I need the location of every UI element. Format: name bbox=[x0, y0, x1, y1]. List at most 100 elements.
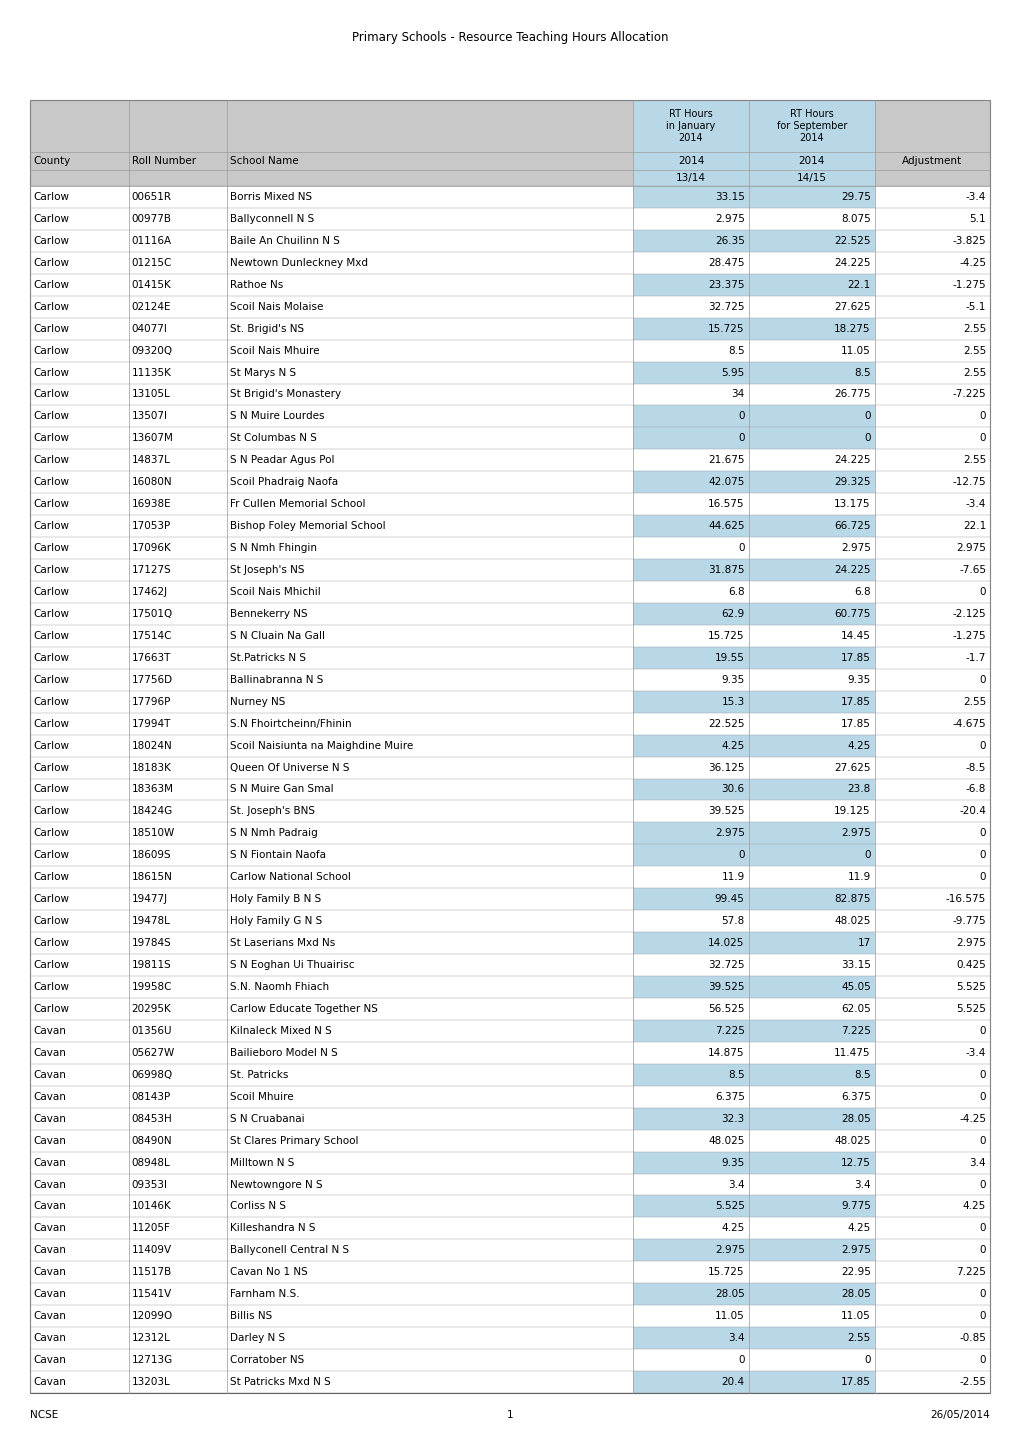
Text: 04077I: 04077I bbox=[131, 323, 167, 333]
Text: Carlow: Carlow bbox=[33, 368, 69, 378]
Text: 19478L: 19478L bbox=[131, 916, 170, 926]
Bar bbox=[633, 646, 748, 668]
Bar bbox=[748, 1240, 874, 1261]
Bar bbox=[30, 1173, 989, 1195]
Text: -1.275: -1.275 bbox=[952, 631, 985, 641]
Text: 8.5: 8.5 bbox=[853, 1069, 870, 1079]
Text: Adjustment: Adjustment bbox=[902, 156, 962, 166]
Text: 20.4: 20.4 bbox=[720, 1377, 744, 1387]
Text: 17514C: 17514C bbox=[131, 631, 172, 641]
Text: 14/15: 14/15 bbox=[796, 173, 826, 183]
Bar bbox=[30, 1283, 989, 1306]
Text: Carlow: Carlow bbox=[33, 345, 69, 355]
Text: 2.975: 2.975 bbox=[840, 1245, 870, 1255]
Text: 18510W: 18510W bbox=[131, 828, 175, 838]
Bar bbox=[633, 1283, 748, 1306]
Bar bbox=[30, 646, 989, 668]
Text: Cavan: Cavan bbox=[33, 1048, 66, 1058]
Bar bbox=[748, 1195, 874, 1218]
Text: 01116A: 01116A bbox=[131, 235, 171, 245]
Text: 32.3: 32.3 bbox=[720, 1114, 744, 1124]
Text: 0: 0 bbox=[863, 433, 870, 443]
Text: 62.9: 62.9 bbox=[720, 609, 744, 619]
Text: 15.3: 15.3 bbox=[720, 697, 744, 707]
Text: 0: 0 bbox=[738, 1355, 744, 1365]
Text: 06998Q: 06998Q bbox=[131, 1069, 173, 1079]
Text: S N Fiontain Naofa: S N Fiontain Naofa bbox=[230, 850, 326, 860]
Text: -12.75: -12.75 bbox=[952, 478, 985, 488]
Bar bbox=[748, 889, 874, 911]
Bar bbox=[30, 317, 989, 339]
Text: Ballinabranna N S: Ballinabranna N S bbox=[230, 675, 324, 685]
Bar bbox=[633, 1063, 748, 1085]
Text: Carlow: Carlow bbox=[33, 807, 69, 817]
Text: 17053P: 17053P bbox=[131, 521, 171, 531]
Bar bbox=[30, 1063, 989, 1085]
Text: 22.525: 22.525 bbox=[707, 719, 744, 729]
Bar bbox=[748, 152, 874, 170]
Text: 0: 0 bbox=[978, 828, 985, 838]
Text: St Patricks Mxd N S: St Patricks Mxd N S bbox=[230, 1377, 331, 1387]
Text: S.N. Naomh Fhiach: S.N. Naomh Fhiach bbox=[230, 983, 329, 991]
Text: 6.375: 6.375 bbox=[840, 1092, 870, 1102]
Text: Scoil Nais Molaise: Scoil Nais Molaise bbox=[230, 302, 324, 312]
Text: Rathoe Ns: Rathoe Ns bbox=[230, 280, 283, 290]
Bar bbox=[30, 866, 989, 889]
Text: 48.025: 48.025 bbox=[834, 1136, 870, 1146]
Text: 0: 0 bbox=[738, 433, 744, 443]
Text: St. Joseph's BNS: St. Joseph's BNS bbox=[230, 807, 315, 817]
Bar bbox=[748, 274, 874, 296]
Text: 18024N: 18024N bbox=[131, 740, 172, 750]
Bar bbox=[633, 1152, 748, 1173]
Text: 0: 0 bbox=[978, 1245, 985, 1255]
Bar bbox=[30, 1240, 989, 1261]
Text: 16.575: 16.575 bbox=[707, 499, 744, 509]
Text: Cavan: Cavan bbox=[33, 1179, 66, 1189]
Text: 00977B: 00977B bbox=[131, 214, 171, 224]
Text: 08948L: 08948L bbox=[131, 1157, 170, 1167]
Bar bbox=[748, 1020, 874, 1042]
Text: 18609S: 18609S bbox=[131, 850, 171, 860]
Text: 5.525: 5.525 bbox=[955, 1004, 985, 1014]
Text: 17796P: 17796P bbox=[131, 697, 171, 707]
Text: Cavan No 1 NS: Cavan No 1 NS bbox=[230, 1267, 308, 1277]
Text: 8.5: 8.5 bbox=[728, 1069, 744, 1079]
Text: Carlow: Carlow bbox=[33, 938, 69, 948]
Text: 13607M: 13607M bbox=[131, 433, 173, 443]
Text: 22.1: 22.1 bbox=[962, 521, 985, 531]
Bar bbox=[633, 274, 748, 296]
Text: -5.1: -5.1 bbox=[965, 302, 985, 312]
Text: 4.25: 4.25 bbox=[720, 740, 744, 750]
Text: Scoil Naisiunta na Maighdine Muire: Scoil Naisiunta na Maighdine Muire bbox=[230, 740, 414, 750]
Text: 28.475: 28.475 bbox=[707, 258, 744, 268]
Bar bbox=[748, 405, 874, 427]
Text: 19.55: 19.55 bbox=[714, 652, 744, 662]
Bar bbox=[633, 170, 748, 186]
Text: 17.85: 17.85 bbox=[840, 697, 870, 707]
Text: Carlow: Carlow bbox=[33, 675, 69, 685]
Text: S N Nmh Padraig: S N Nmh Padraig bbox=[230, 828, 318, 838]
Bar bbox=[30, 1218, 989, 1240]
Text: 0: 0 bbox=[738, 411, 744, 421]
Bar bbox=[633, 823, 748, 844]
Text: Carlow: Carlow bbox=[33, 258, 69, 268]
Text: Cavan: Cavan bbox=[33, 1224, 66, 1234]
Text: Billis NS: Billis NS bbox=[230, 1312, 272, 1322]
Text: S N Nmh Fhingin: S N Nmh Fhingin bbox=[230, 543, 317, 553]
Text: 26.775: 26.775 bbox=[834, 390, 870, 400]
Text: Bishop Foley Memorial School: Bishop Foley Memorial School bbox=[230, 521, 386, 531]
Bar bbox=[633, 734, 748, 756]
Text: Carlow: Carlow bbox=[33, 740, 69, 750]
Text: 14.025: 14.025 bbox=[707, 938, 744, 948]
Text: 0: 0 bbox=[863, 1355, 870, 1365]
Text: Carlow: Carlow bbox=[33, 916, 69, 926]
Bar bbox=[633, 844, 748, 866]
Text: School Name: School Name bbox=[230, 156, 299, 166]
Text: 9.35: 9.35 bbox=[847, 675, 870, 685]
Text: 2.975: 2.975 bbox=[955, 543, 985, 553]
Text: 12713G: 12713G bbox=[131, 1355, 173, 1365]
Text: 0: 0 bbox=[738, 850, 744, 860]
Bar bbox=[748, 1063, 874, 1085]
Text: 17994T: 17994T bbox=[131, 719, 171, 729]
Bar bbox=[30, 558, 989, 582]
